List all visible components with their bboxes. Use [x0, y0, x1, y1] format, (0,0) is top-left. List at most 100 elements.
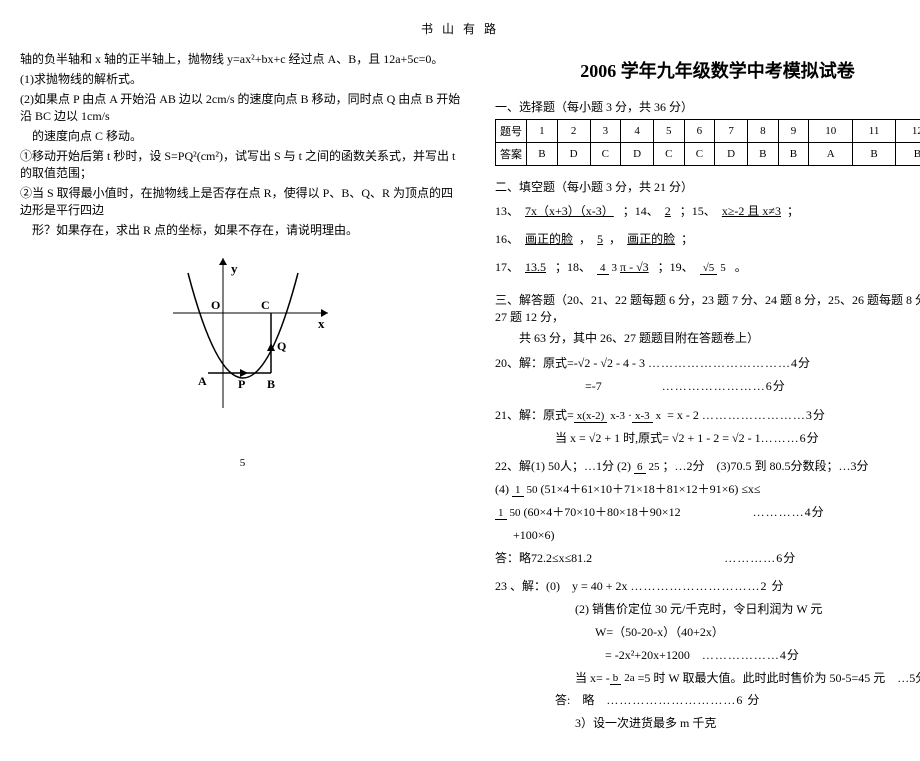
- sol-21: 21、解：原式=x(x-2)x-3·x-3x = x - 2 ……………………3…: [495, 404, 920, 450]
- dots: …………6分: [724, 551, 796, 565]
- section-2-header: 二、填空题（每小题 3 分，共 21 分）: [495, 178, 920, 195]
- sol-22: 22、解(1) 50人；…1分 (2) 625；…2分 (3)70.5 到 80…: [495, 455, 920, 569]
- q19-end: 。: [735, 260, 747, 274]
- section-3-header: 三、解答题（20、21、22 题每题 6 分，23 题 7 分、24 题 8 分…: [495, 291, 920, 325]
- label-B: B: [267, 377, 275, 391]
- page-header: 书 山 有 路: [20, 20, 900, 37]
- q17-label: 17、: [495, 260, 519, 274]
- parabola-figure: y x O C A P B Q: [20, 253, 465, 437]
- page-container: 轴的负半轴和 x 轴的正半轴上，抛物线 y=ax²+bx+c 经过点 A、B，且…: [20, 47, 920, 741]
- dots: ………6分: [761, 431, 820, 445]
- s20-prefix: 20、解：原式=: [495, 356, 574, 370]
- s23-frac: b2a: [610, 668, 638, 689]
- cell: 12: [895, 120, 920, 143]
- s21-frac2: x-3x: [632, 406, 664, 427]
- sol-20: 20、解：原式=-√2 - √2 - 4 - 3 ……………………………4分 =…: [495, 352, 920, 398]
- s23e1: 当 x= -: [575, 671, 610, 685]
- cell: C: [590, 143, 621, 166]
- q15-ans: x≥-2 且 x≠3: [716, 204, 787, 218]
- s23f: 答: 略 …………………………6 分: [495, 689, 920, 712]
- q18-ans: 43π - √3: [591, 260, 655, 274]
- label-Q: Q: [277, 339, 286, 353]
- s21-frac1: x(x-2)x-3: [574, 406, 628, 427]
- cell: A: [809, 143, 853, 166]
- problem-sub1: ①移动开始后第 t 秒时，设 S=PQ²(cm²)，试写出 S 与 t 之间的函…: [20, 147, 465, 181]
- p-arrow: [240, 369, 248, 377]
- label-A: A: [198, 374, 207, 388]
- cell: B: [895, 143, 920, 166]
- left-column: 轴的负半轴和 x 轴的正半轴上，抛物线 y=ax²+bx+c 经过点 A、B，且…: [20, 47, 465, 741]
- sep: ，: [609, 232, 621, 246]
- q13-label: 13、: [495, 204, 519, 218]
- table-row-ans: 答案 BDCDCCDBBABB: [496, 143, 920, 166]
- cell: 5: [653, 120, 684, 143]
- cell: 10: [809, 120, 853, 143]
- answer-table: 题号 123456789101112 答案 BDCDCCDBBABB: [495, 119, 920, 166]
- s22-ans: 答：略72.2≤x≤81.2 …………6分: [495, 547, 920, 570]
- page-number: 5: [20, 457, 465, 469]
- row-label: 题号: [496, 120, 527, 143]
- dots: …………………………2 分: [631, 579, 785, 593]
- label-x: x: [318, 316, 325, 331]
- table-row-num: 题号 123456789101112: [496, 120, 920, 143]
- q13-ans: 7x（x+3）（x-3）: [519, 204, 620, 218]
- section-3-header-b: 共 63 分，其中 26、27 题题目附在答题卷上）: [495, 329, 920, 346]
- problem-q1: (1)求抛物线的解析式。: [20, 70, 465, 87]
- s21-prefix: 21、解：原式=: [495, 408, 574, 422]
- label-P: P: [238, 377, 245, 391]
- q17-ans: 13.5: [519, 260, 552, 274]
- s23c: W=（50-20-x）（40+2x）: [495, 621, 920, 644]
- label-O: O: [211, 298, 220, 312]
- s23d: = -2x²+20x+1200 ………………4分: [495, 644, 920, 667]
- q16a: 画正的脸: [519, 232, 579, 246]
- s22c: (4): [495, 482, 509, 496]
- parabola-curve: [188, 273, 298, 378]
- cell: B: [853, 143, 896, 166]
- s22-4b: 150(60×4＋70×10＋80×18＋90×12 …………4分: [495, 501, 920, 524]
- s23a: 23 、解：(0) y = 40 + 2x: [495, 579, 628, 593]
- dots: …………………………6 分: [606, 693, 760, 707]
- s23b: (2) 销售价定位 30 元/千克时，令日利润为 W 元: [495, 598, 920, 621]
- q18-label: ；18、: [555, 260, 591, 274]
- frac50: 150: [512, 480, 541, 501]
- s20-eq: -√2 - √2 - 4 - 3: [574, 356, 645, 370]
- s23e2: =5 时 W 取最大值。此时此时售价为 50-5=45 元 …5分: [638, 671, 920, 685]
- dots: ……………………………4分: [648, 356, 811, 370]
- dots: ……………………3分: [702, 408, 826, 422]
- label-C: C: [261, 298, 270, 312]
- s23f-txt: 答: 略: [555, 693, 594, 707]
- s22-frac: 625: [634, 457, 663, 478]
- s22e: (60×4＋70×10＋80×18＋90×12: [524, 505, 681, 519]
- problem-sub2: ②当 S 取得最小值时，在抛物线上是否存在点 R，使得以 P、B、Q、R 为顶点…: [20, 184, 465, 218]
- s23e: 当 x= -b2a=5 时 W 取最大值。此时此时售价为 50-5=45 元 ……: [495, 667, 920, 690]
- problem-q2: (2)如果点 P 由点 A 开始沿 AB 边以 2cm/s 的速度向点 B 移动…: [20, 90, 465, 124]
- q19-label: ；19、: [658, 260, 694, 274]
- q16-end: ；: [681, 232, 693, 246]
- s23g: 3）设一次进货最多 m 千克: [495, 712, 920, 735]
- cell: 6: [684, 120, 715, 143]
- s22b: ；…2分 (3)70.5 到 80.5分数段；…3分: [663, 459, 869, 473]
- exam-title: 2006 学年九年级数学中考模拟试卷: [495, 57, 920, 83]
- cell: C: [684, 143, 715, 166]
- s20-step2: =-7 ……………………6分: [495, 375, 920, 398]
- q16-label: 16、: [495, 232, 519, 246]
- s21-step2: 当 x = √2 + 1 时,原式= √2 + 1 - 2 = √2 - 1………: [495, 427, 920, 450]
- problem-q2b: 的速度向点 C 移动。: [20, 127, 465, 144]
- q14-ans: 2: [659, 204, 677, 218]
- sep: ，: [579, 232, 591, 246]
- cell: B: [748, 143, 779, 166]
- s22d: (51×4＋61×10＋71×18＋81×12＋91×6) ≤x≤: [541, 482, 761, 496]
- problem-line: 轴的负半轴和 x 轴的正半轴上，抛物线 y=ax²+bx+c 经过点 A、B，且…: [20, 50, 465, 67]
- problem-sub2b: 形？如果存在，求出 R 点的坐标，如果不存在，请说明理由。: [20, 221, 465, 238]
- cell: 3: [590, 120, 621, 143]
- cell: 1: [527, 120, 558, 143]
- sol-23: 23 、解：(0) y = 40 + 2x …………………………2 分 (2) …: [495, 575, 920, 735]
- cell: 11: [853, 120, 896, 143]
- q19-ans: √55: [694, 260, 735, 274]
- s22ans: 答：略72.2≤x≤81.2: [495, 551, 592, 565]
- cell: D: [557, 143, 590, 166]
- fill-16: 16、画正的脸，5，画正的脸；: [495, 227, 920, 251]
- dots: …………4分: [753, 505, 825, 519]
- cell: 7: [715, 120, 748, 143]
- fill-17-19: 17、13.5 ；18、43π - √3 ；19、√55。: [495, 255, 920, 279]
